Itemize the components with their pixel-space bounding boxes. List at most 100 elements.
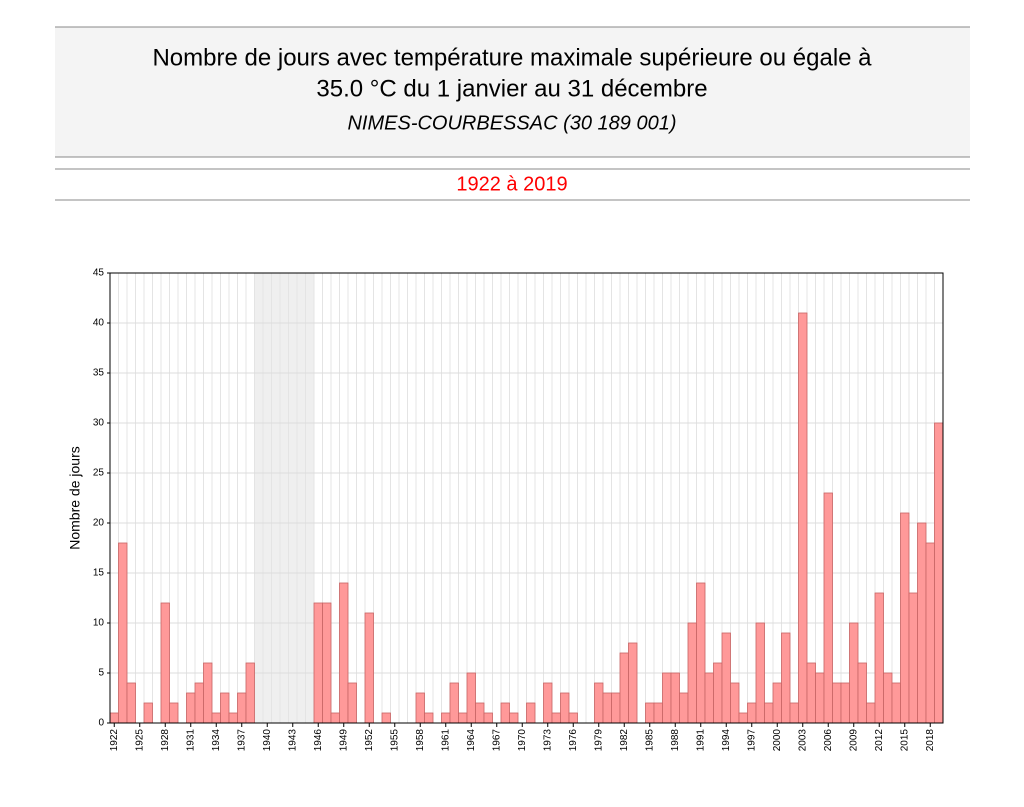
bar	[169, 702, 179, 724]
x-tick-label: 1979	[593, 729, 604, 752]
x-tick-label: 1973	[542, 729, 553, 752]
missing-data-band	[288, 273, 298, 723]
missing-data-band	[263, 273, 272, 723]
x-tick-label: 1982	[619, 729, 630, 752]
bar	[220, 692, 230, 724]
bar	[721, 632, 731, 724]
y-tick-label: 30	[93, 418, 105, 429]
x-tick-label: 1967	[491, 729, 502, 752]
y-axis-label: Nombre de jours	[67, 446, 83, 550]
bar	[228, 712, 238, 724]
x-tick-label: 1964	[466, 729, 477, 752]
x-tick-label: 2018	[925, 729, 936, 752]
y-tick-label: 40	[93, 318, 105, 329]
bar	[237, 692, 247, 724]
x-tick-label: 1949	[338, 729, 349, 752]
x-tick-label: 1946	[313, 729, 324, 752]
bar	[628, 642, 638, 724]
bar	[619, 652, 629, 724]
x-tick-label: 1985	[644, 729, 655, 752]
bar	[126, 682, 136, 724]
bar	[764, 702, 774, 724]
bar	[551, 712, 561, 724]
x-tick-label: 1970	[517, 729, 528, 752]
missing-data-band	[280, 273, 289, 723]
bar	[738, 712, 748, 724]
missing-data-band	[297, 273, 306, 723]
x-tick-label: 1922	[109, 729, 120, 752]
chart-title: 35.0 °C du 1 janvier au 31 décembre	[316, 75, 707, 102]
bar	[747, 702, 757, 724]
bar	[781, 632, 791, 724]
bar	[330, 712, 340, 724]
bar	[449, 682, 459, 724]
x-tick-label: 1937	[236, 729, 247, 752]
bar	[364, 612, 374, 724]
bar	[908, 592, 918, 724]
bar	[322, 602, 332, 724]
bar	[823, 492, 833, 724]
x-tick-label: 1940	[262, 729, 273, 752]
x-tick-label: 2009	[848, 729, 859, 752]
bar	[475, 702, 485, 724]
bar	[194, 682, 204, 724]
bar	[347, 682, 357, 724]
bar	[891, 682, 901, 724]
bar	[798, 312, 808, 724]
bar	[483, 712, 493, 724]
bar	[568, 712, 578, 724]
x-tick-label: 1925	[134, 729, 145, 752]
x-tick-label: 1961	[440, 729, 451, 752]
bar	[730, 682, 740, 724]
plot-frame	[109, 272, 944, 724]
bar	[653, 702, 663, 724]
y-tick-label: 10	[93, 618, 105, 629]
bar	[424, 712, 434, 724]
bar	[670, 672, 680, 724]
bar	[815, 672, 825, 724]
bar	[857, 662, 867, 724]
x-tick-label: 1931	[185, 729, 196, 752]
y-tick-label: 0	[98, 718, 104, 729]
bar	[925, 542, 935, 724]
bar	[466, 672, 476, 724]
bar	[594, 682, 604, 724]
bar	[789, 702, 799, 724]
y-tick-label: 15	[93, 568, 105, 579]
bar	[313, 602, 323, 724]
y-tick-label: 25	[93, 468, 105, 479]
bar	[509, 712, 519, 724]
bar	[186, 692, 196, 724]
x-tick-label: 2000	[772, 729, 783, 752]
bar	[917, 522, 927, 724]
bar	[381, 712, 391, 724]
bar	[755, 622, 765, 724]
bar	[203, 662, 213, 724]
x-tick-label: 1994	[721, 729, 732, 752]
bar	[934, 422, 944, 724]
bar	[143, 702, 153, 724]
x-tick-label: 1997	[746, 729, 757, 752]
x-tick-label: 2006	[823, 729, 834, 752]
bar	[526, 702, 536, 724]
y-tick-label: 45	[93, 268, 105, 279]
x-tick-label: 1976	[568, 729, 579, 752]
x-tick-label: 1991	[695, 729, 706, 752]
bar	[441, 712, 451, 724]
bar	[806, 662, 816, 724]
bar	[662, 672, 672, 724]
bar	[500, 702, 510, 724]
bar	[772, 682, 782, 724]
bar	[713, 662, 723, 724]
x-tick-label: 1952	[364, 729, 375, 752]
header-box	[55, 27, 970, 157]
bar	[883, 672, 893, 724]
bar	[245, 662, 255, 724]
chart-title: Nombre de jours avec température maximal…	[152, 44, 872, 71]
chart-subtitle: NIMES-COURBESSAC (30 189 001)	[347, 112, 676, 134]
x-tick-label: 2003	[797, 729, 808, 752]
bar	[611, 692, 621, 724]
bar	[874, 592, 884, 724]
bar	[109, 712, 119, 724]
